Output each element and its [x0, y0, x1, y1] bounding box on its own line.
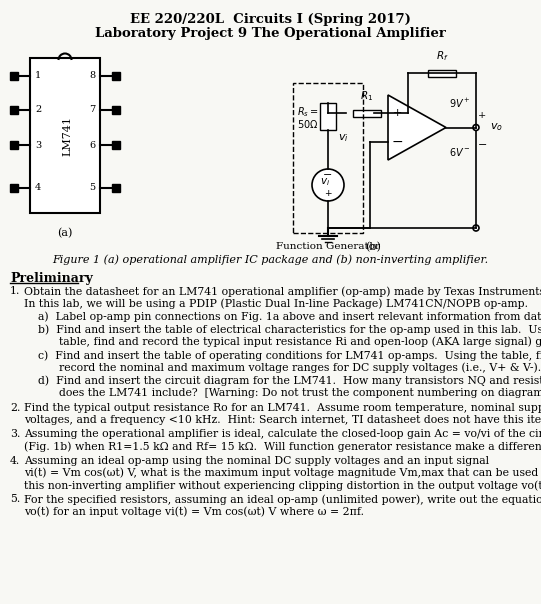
Bar: [112, 72, 120, 80]
Text: For the specified resistors, assuming an ideal op-amp (unlimited power), write o: For the specified resistors, assuming an…: [24, 494, 541, 505]
Text: 2: 2: [35, 106, 41, 115]
Text: $R_f$: $R_f$: [436, 49, 448, 63]
Text: 5: 5: [89, 184, 95, 193]
Text: $R_s=$: $R_s=$: [297, 106, 319, 120]
Text: Laboratory Project 9 The Operational Amplifier: Laboratory Project 9 The Operational Amp…: [95, 27, 445, 40]
Text: 8: 8: [89, 71, 95, 80]
Bar: [320, 103, 336, 130]
Text: Obtain the datasheet for an LM741 operational amplifier (op-amp) made by Texas I: Obtain the datasheet for an LM741 operat…: [24, 286, 541, 297]
Bar: [293, 83, 363, 233]
Text: voltages, and a frequency <10 kHz.  Hint: Search internet, TI datasheet does not: voltages, and a frequency <10 kHz. Hint:…: [24, 415, 541, 425]
Text: 2.: 2.: [10, 403, 21, 413]
Text: In this lab, we will be using a PDIP (Plastic Dual In-line Package) LM741CN/NOPB: In this lab, we will be using a PDIP (Pl…: [24, 298, 528, 309]
Text: Assuming the operational amplifier is ideal, calculate the closed-loop gain Ac =: Assuming the operational amplifier is id…: [24, 429, 541, 439]
Circle shape: [473, 225, 479, 231]
Text: −: −: [391, 135, 403, 149]
Text: 4: 4: [35, 184, 41, 193]
Text: c)  Find and insert the table of operating conditions for LM741 op-amps.  Using : c) Find and insert the table of operatin…: [38, 350, 541, 361]
Bar: [112, 184, 120, 192]
Bar: [10, 141, 18, 149]
Bar: [10, 72, 18, 80]
Text: 5.: 5.: [10, 494, 20, 504]
Text: $R_1$: $R_1$: [360, 89, 374, 103]
Bar: [30, 58, 100, 213]
Text: −: −: [324, 170, 333, 180]
Text: this non-inverting amplifier without experiencing clipping distortion in the out: this non-inverting amplifier without exp…: [24, 480, 541, 490]
Text: 4.: 4.: [10, 455, 20, 466]
Text: +: +: [478, 111, 486, 120]
Text: record the nominal and maximum voltage ranges for DC supply voltages (i.e., V+ &: record the nominal and maximum voltage r…: [38, 362, 541, 373]
Text: (Fig. 1b) when R1=1.5 kΩ and Rf= 15 kΩ.  Will function generator resistance make: (Fig. 1b) when R1=1.5 kΩ and Rf= 15 kΩ. …: [24, 442, 541, 452]
Text: Figure 1 (a) operational amplifier IC package and (b) non-inverting amplifier.: Figure 1 (a) operational amplifier IC pa…: [52, 254, 488, 265]
Text: EE 220/220L  Circuits I (Spring 2017): EE 220/220L Circuits I (Spring 2017): [129, 13, 411, 26]
Text: $50\Omega$: $50\Omega$: [297, 118, 318, 130]
Text: 7: 7: [89, 106, 95, 115]
Circle shape: [473, 124, 479, 130]
Text: +: +: [324, 188, 332, 198]
Text: 1: 1: [35, 71, 41, 80]
Text: b)  Find and insert the table of electrical characteristics for the op-amp used : b) Find and insert the table of electric…: [38, 324, 541, 335]
Text: (a): (a): [57, 228, 72, 239]
Text: $v_i$: $v_i$: [338, 132, 349, 144]
Text: vi(t) = Vm cos(ωt) V, what is the maximum input voltage magnitude Vm,max that ca: vi(t) = Vm cos(ωt) V, what is the maximu…: [24, 468, 541, 478]
Text: a)  Label op-amp pin connections on Fig. 1a above and insert relevant informatio: a) Label op-amp pin connections on Fig. …: [38, 312, 541, 322]
Text: $v_o$: $v_o$: [490, 121, 503, 133]
Bar: [112, 141, 120, 149]
Bar: [353, 109, 381, 117]
Text: (b): (b): [365, 242, 381, 252]
Text: Preliminary: Preliminary: [10, 272, 93, 285]
Text: d)  Find and insert the circuit diagram for the LM741.  How many transistors NQ : d) Find and insert the circuit diagram f…: [38, 376, 541, 386]
Circle shape: [312, 169, 344, 201]
Text: +: +: [392, 108, 401, 118]
Text: vo(t) for an input voltage vi(t) = Vm cos(ωt) V where ω = 2πf.: vo(t) for an input voltage vi(t) = Vm co…: [24, 506, 364, 517]
Text: $v_i$: $v_i$: [320, 176, 330, 188]
Bar: [10, 106, 18, 114]
Text: $9V^+$: $9V^+$: [449, 97, 471, 109]
Text: 3.: 3.: [10, 429, 21, 439]
Text: LM741: LM741: [62, 115, 72, 155]
Text: 3: 3: [35, 141, 41, 150]
Text: table, find and record the typical input resistance Ri and open-loop (AKA large : table, find and record the typical input…: [38, 337, 541, 347]
Bar: [10, 184, 18, 192]
Polygon shape: [388, 95, 446, 160]
Text: 6: 6: [89, 141, 95, 150]
Text: $6V^-$: $6V^-$: [449, 146, 471, 158]
Text: does the LM741 include?  [Warning: Do not trust the component numbering on diagr: does the LM741 include? [Warning: Do not…: [38, 388, 541, 397]
Bar: [428, 69, 456, 77]
Text: 1.: 1.: [10, 286, 21, 296]
Text: −: −: [478, 141, 487, 150]
Text: Find the typical output resistance Ro for an LM741.  Assume room temperature, no: Find the typical output resistance Ro fo…: [24, 403, 541, 413]
Text: Assuming an ideal op-amp using the nominal DC supply voltages and an input signa: Assuming an ideal op-amp using the nomin…: [24, 455, 489, 466]
Bar: [112, 106, 120, 114]
Text: Function Generator: Function Generator: [276, 242, 380, 251]
